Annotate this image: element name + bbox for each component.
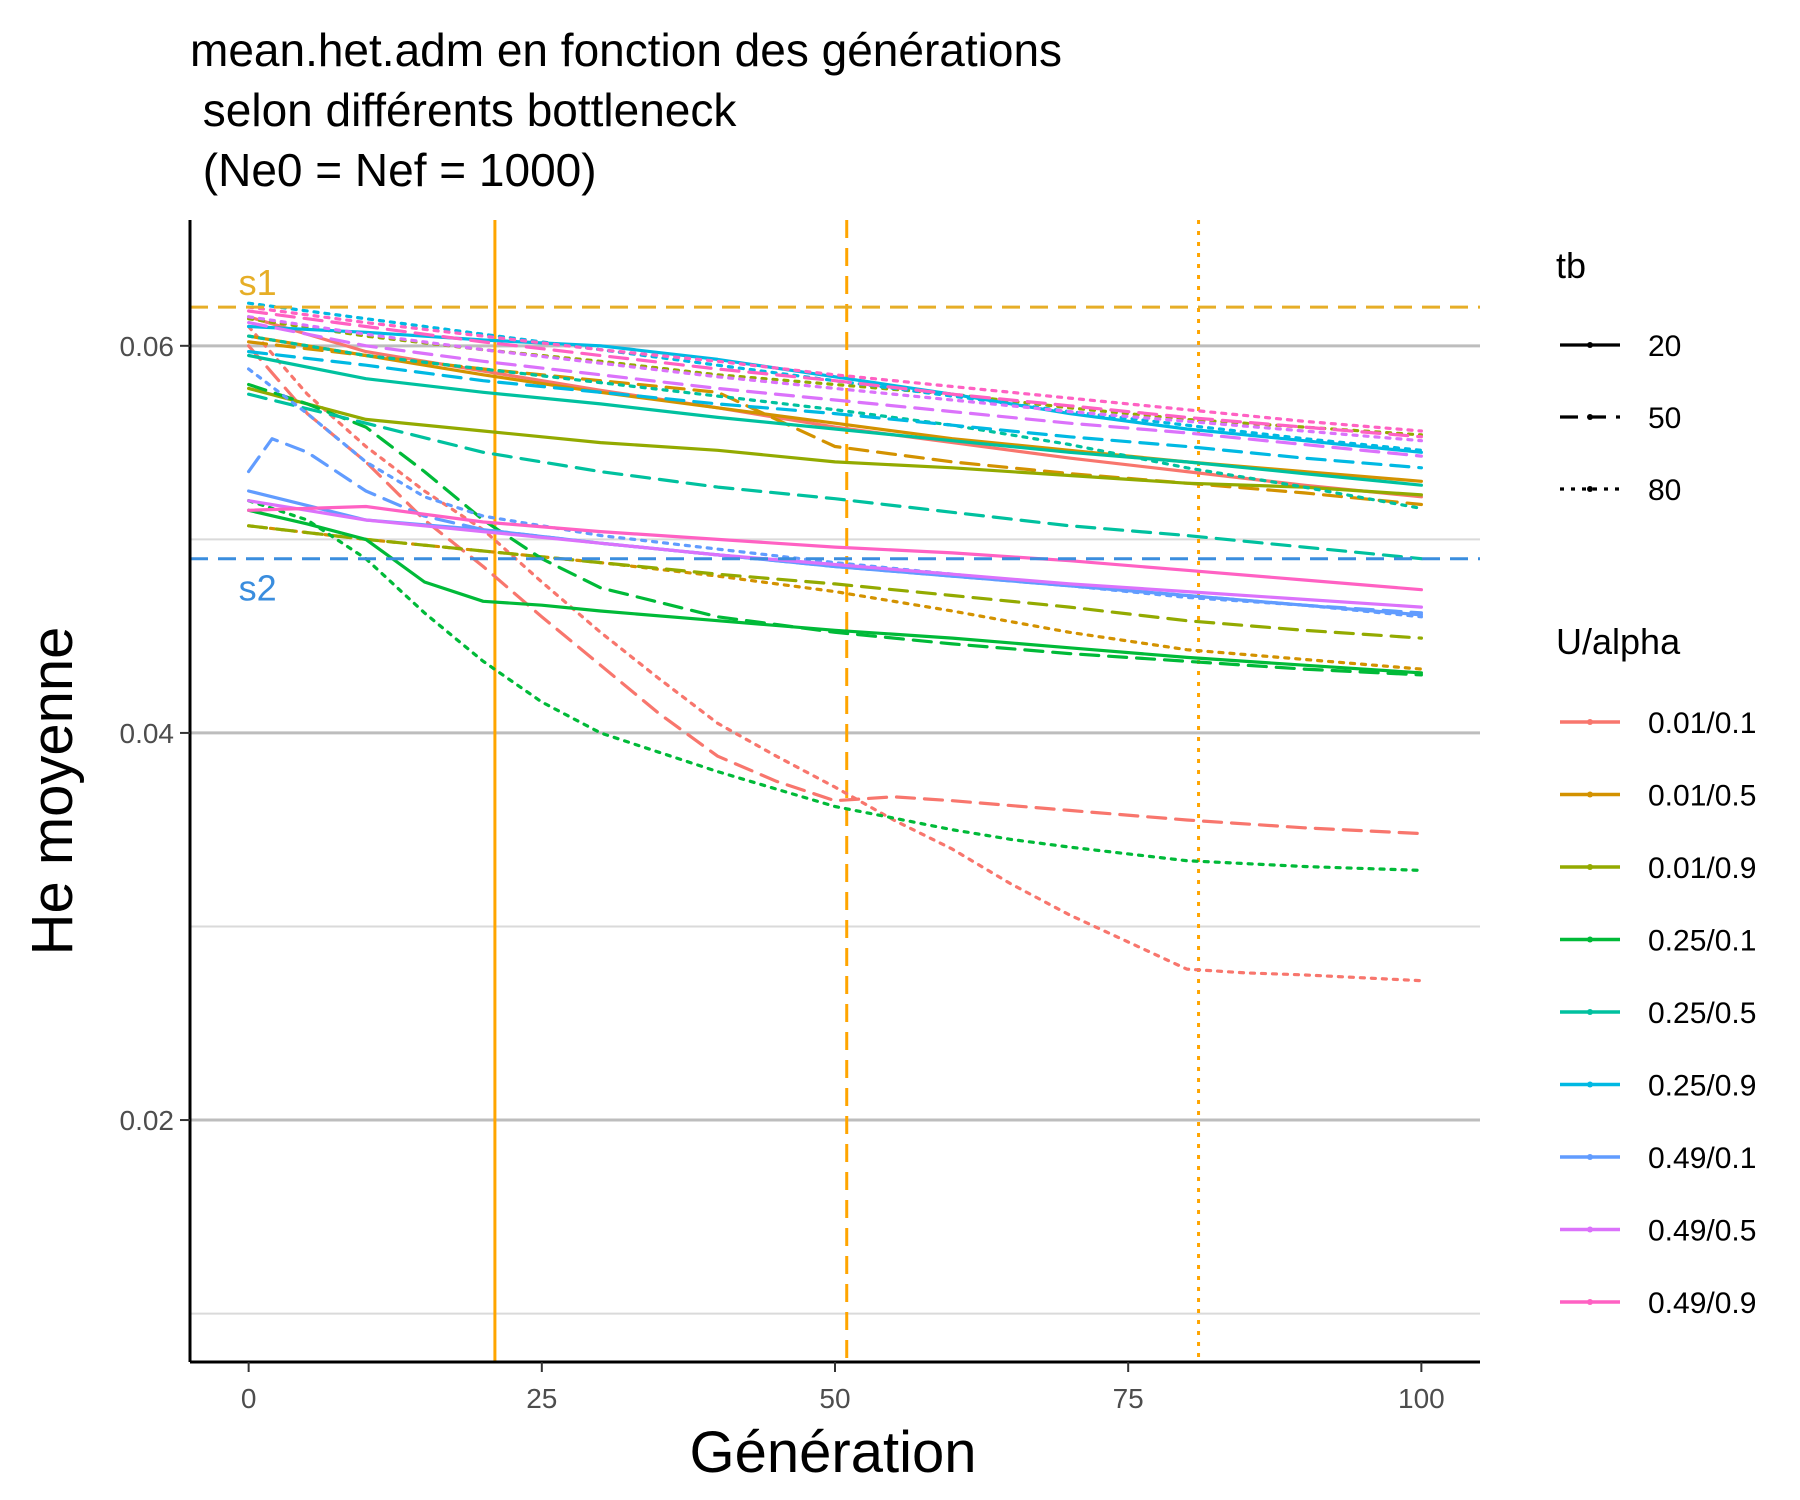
x-tick-label: 25 bbox=[526, 1383, 557, 1414]
legend-key-point bbox=[1587, 1154, 1593, 1160]
legend-label-tb: 50 bbox=[1648, 402, 1681, 435]
legend-key-point bbox=[1587, 1226, 1593, 1233]
series-line-0.01-0.5-tb20 bbox=[247, 334, 1424, 483]
x-tick-label: 50 bbox=[819, 1383, 850, 1414]
legend-label-ualpha: 0.49/0.9 bbox=[1648, 1287, 1756, 1320]
legend-key-point bbox=[1587, 342, 1593, 348]
y-tick-label: 0.06 bbox=[120, 331, 175, 362]
x-tick-label: 75 bbox=[1113, 1383, 1144, 1414]
legend-label-tb: 80 bbox=[1648, 474, 1681, 507]
legend-label-ualpha: 0.49/0.5 bbox=[1648, 1215, 1756, 1248]
legend-title-ualpha: U/alpha bbox=[1556, 621, 1681, 662]
series-line-0.25-0.5-tb50 bbox=[247, 392, 1424, 561]
legend-key-point bbox=[1587, 486, 1593, 492]
series-line-0.25-0.1-tb80 bbox=[247, 499, 1424, 873]
y-tick-label: 0.04 bbox=[120, 718, 175, 749]
series-line-0.25-0.1-tb50 bbox=[247, 382, 1424, 677]
legend-key-point bbox=[1587, 1009, 1593, 1015]
series-line-0.49-0.5-tb20 bbox=[247, 499, 1424, 609]
x-tick-label: 100 bbox=[1398, 1383, 1445, 1414]
x-axis-title: Génération bbox=[690, 1420, 977, 1485]
legend-label-ualpha: 0.01/0.1 bbox=[1648, 707, 1756, 740]
legend-label-ualpha: 0.25/0.9 bbox=[1648, 1070, 1756, 1103]
series-line-0.25-0.9-tb80 bbox=[247, 301, 1424, 452]
x-tick-label: 0 bbox=[241, 1383, 257, 1414]
legend-key-point bbox=[1587, 1081, 1593, 1088]
reference-label-s2: s2 bbox=[239, 568, 277, 609]
legend-label-ualpha: 0.01/0.5 bbox=[1648, 780, 1756, 813]
series-line-0.49-0.9-tb80 bbox=[247, 305, 1424, 433]
series-line-0.49-0.9-tb20 bbox=[247, 504, 1424, 592]
y-tick-label: 0.02 bbox=[120, 1105, 175, 1136]
legend-key-point bbox=[1587, 1299, 1593, 1305]
legend-key-point bbox=[1587, 936, 1593, 943]
series-line-0.25-0.5-tb20 bbox=[247, 353, 1424, 487]
legend-label-ualpha: 0.25/0.5 bbox=[1648, 997, 1756, 1030]
y-axis-title: He moyenne bbox=[20, 627, 85, 956]
series-line-0.01-0.1-tb50 bbox=[247, 344, 1424, 836]
series-line-0.25-0.9-tb50 bbox=[247, 350, 1424, 470]
series-line-0.25-0.5-tb80 bbox=[247, 334, 1424, 510]
series-line-0.49-0.5-tb80 bbox=[247, 315, 1424, 443]
reference-label-s1: s1 bbox=[239, 262, 277, 303]
series-line-0.49-0.5-tb50 bbox=[247, 321, 1424, 458]
legend-title-tb: tb bbox=[1556, 245, 1586, 286]
legend-key-point bbox=[1587, 719, 1593, 725]
series-line-0.01-0.9-tb20 bbox=[247, 386, 1424, 497]
legend-key-point bbox=[1587, 414, 1593, 420]
chart-title: mean.het.adm en fonction des générations… bbox=[190, 24, 1063, 196]
legend-key-point bbox=[1587, 791, 1593, 798]
series-line-0.49-0.1-tb80 bbox=[247, 367, 1424, 619]
series-line-0.01-0.1-tb80 bbox=[247, 324, 1424, 983]
legend-label-ualpha: 0.49/0.1 bbox=[1648, 1142, 1756, 1175]
series-group bbox=[247, 301, 1424, 983]
legend-label-ualpha: 0.25/0.1 bbox=[1648, 925, 1756, 958]
series-line-0.01-0.9-tb50 bbox=[247, 524, 1424, 640]
legend-label-tb: 20 bbox=[1648, 330, 1681, 363]
series-line-0.25-0.1-tb20 bbox=[247, 508, 1424, 675]
legend-label-ualpha: 0.01/0.9 bbox=[1648, 852, 1756, 885]
legend-key-point bbox=[1587, 864, 1593, 870]
series-line-0.49-0.9-tb50 bbox=[247, 309, 1424, 439]
